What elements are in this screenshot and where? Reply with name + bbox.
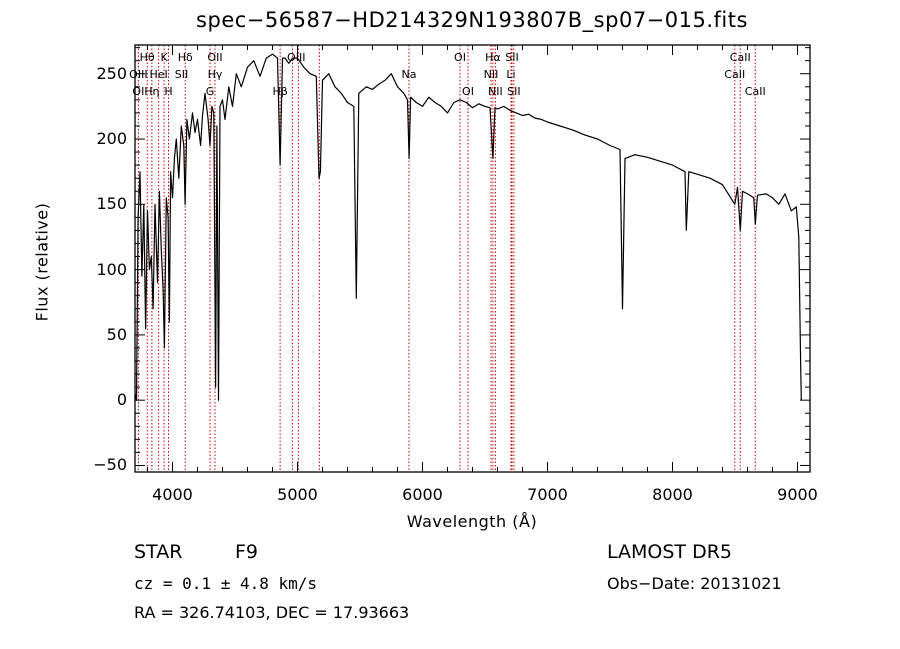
spectral-line-label: Hβ — [272, 85, 287, 98]
spectrum-series — [134, 53, 802, 401]
spectral-line-label: HeI — [149, 68, 167, 81]
obs-date-text: Obs−Date: 20131021 — [607, 574, 782, 593]
spectral-line-label: K — [161, 51, 169, 64]
spectral-line-label: OI — [462, 85, 474, 98]
y-tick-label: −50 — [93, 455, 127, 475]
y-tick-label: 150 — [96, 194, 127, 214]
spectral-line-label: G — [206, 85, 215, 98]
spectral-line-label: OII — [207, 51, 222, 64]
spectral-line-label: Li — [506, 68, 515, 81]
subclass-label: F9 — [235, 541, 259, 563]
redshift-text: cz = 0.1 ± 4.8 km/s — [134, 574, 318, 593]
spectral-line-label: CaII — [730, 51, 751, 64]
spectral-line-label: NII — [484, 68, 499, 81]
spectral-line-label: Hγ — [208, 68, 223, 81]
x-tick-label: 7000 — [527, 485, 568, 504]
y-tick-label: 250 — [96, 63, 127, 83]
spectral-line-label: OI — [132, 85, 144, 98]
spectral-line-markers — [137, 45, 756, 472]
survey-label: LAMOST DR5 — [607, 541, 732, 563]
spectral-line-label: NII — [488, 85, 503, 98]
spectral-line-label: SII — [505, 51, 518, 64]
spectral-line-label: CaII — [724, 68, 745, 81]
spectral-line-label: Hθ — [140, 51, 155, 64]
x-tick-label: 9000 — [777, 485, 818, 504]
y-axis-label: Flux (relative) — [32, 202, 52, 322]
y-tick-label: 100 — [96, 259, 127, 279]
spectral-line-label: Na — [402, 68, 417, 81]
coordinates-text: RA = 326.74103, DEC = 17.93663 — [134, 603, 410, 622]
x-tick-label: 5000 — [277, 485, 318, 504]
spectral-line-label: OIII — [129, 68, 147, 81]
spectral-line-label: Hη — [144, 85, 159, 98]
axis-ticks — [135, 45, 810, 472]
x-tick-label: 6000 — [402, 485, 443, 504]
spectral-line-label: OI — [454, 51, 466, 64]
spectral-line-label: H — [164, 85, 172, 98]
spectral-line-label: Hδ — [178, 51, 193, 64]
x-tick-label: 4000 — [152, 485, 193, 504]
y-tick-label: 200 — [96, 129, 127, 149]
chart-title: spec−56587−HD214329N193807B_sp07−015.fit… — [196, 8, 748, 32]
spectral-line-label: SII — [175, 68, 188, 81]
spectral-line-label: CaII — [745, 85, 766, 98]
x-tick-label: 8000 — [652, 485, 693, 504]
y-tick-label: 50 — [106, 324, 127, 344]
spectral-line-label: SII — [507, 85, 520, 98]
plot-frame — [134, 44, 811, 473]
y-tick-label: 0 — [116, 390, 127, 410]
spectral-line-label: Hα — [485, 51, 501, 64]
class-label: STAR — [134, 541, 183, 563]
x-axis-label: Wavelength (Å) — [406, 512, 538, 531]
